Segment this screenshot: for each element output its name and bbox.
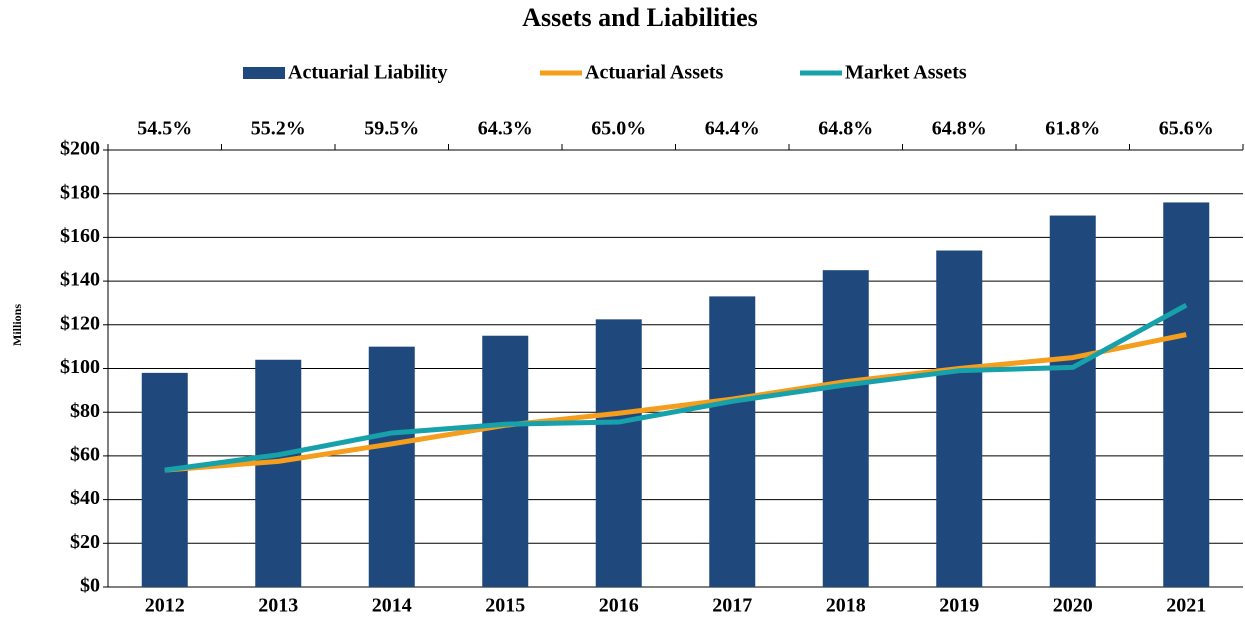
annotation: 59.5%: [364, 118, 419, 140]
y-tick-label: $160: [60, 225, 100, 247]
bar: [822, 270, 869, 587]
bar: [482, 335, 529, 587]
x-tick-label: 2016: [599, 595, 639, 617]
bar: [936, 250, 983, 587]
y-tick-label: $180: [60, 181, 100, 203]
y-axis-label: Millions: [10, 304, 24, 346]
chart-title: Assets and Liabilities: [522, 3, 758, 32]
x-tick-label: 2021: [1166, 595, 1206, 617]
x-tick-label: 2019: [939, 595, 979, 617]
y-tick-label: $40: [70, 487, 100, 509]
y-tick-label: $200: [60, 138, 100, 160]
legend-swatch: [243, 67, 285, 79]
legend-label: Actuarial Liability: [288, 62, 447, 84]
bar: [141, 372, 188, 587]
annotation: 65.6%: [1159, 118, 1214, 140]
annotation: 55.2%: [251, 118, 306, 140]
line: [164, 302, 1188, 473]
x-tick-label: 2014: [372, 595, 412, 617]
bar: [1049, 215, 1096, 588]
line: [164, 332, 1187, 473]
y-tick-label: $0: [80, 575, 100, 597]
annotation: 64.3%: [478, 118, 533, 140]
y-tick-label: $20: [70, 531, 100, 553]
x-tick-label: 2017: [712, 595, 752, 617]
x-tick-label: 2020: [1053, 595, 1093, 617]
x-tick-label: 2018: [826, 595, 866, 617]
y-tick-label: $120: [60, 312, 100, 334]
bar: [255, 359, 302, 587]
legend-label: Actuarial Assets: [585, 62, 724, 84]
bar: [368, 346, 415, 587]
x-tick-label: 2013: [258, 595, 298, 617]
annotation: 54.5%: [137, 118, 192, 140]
x-tick-label: 2012: [145, 595, 185, 617]
annotation: 65.0%: [591, 118, 646, 140]
annotation: 64.8%: [818, 118, 873, 140]
y-tick-label: $100: [60, 356, 100, 378]
legend-label: Market Assets: [845, 62, 967, 84]
y-tick-label: $60: [70, 443, 100, 465]
y-tick-label: $140: [60, 269, 100, 291]
bar: [1163, 202, 1210, 587]
bar: [709, 296, 756, 587]
annotation: 64.4%: [705, 118, 760, 140]
x-tick-label: 2015: [485, 595, 525, 617]
bar: [595, 319, 642, 587]
annotation: 61.8%: [1045, 118, 1100, 140]
y-tick-label: $80: [70, 400, 100, 422]
annotation: 64.8%: [932, 118, 987, 140]
